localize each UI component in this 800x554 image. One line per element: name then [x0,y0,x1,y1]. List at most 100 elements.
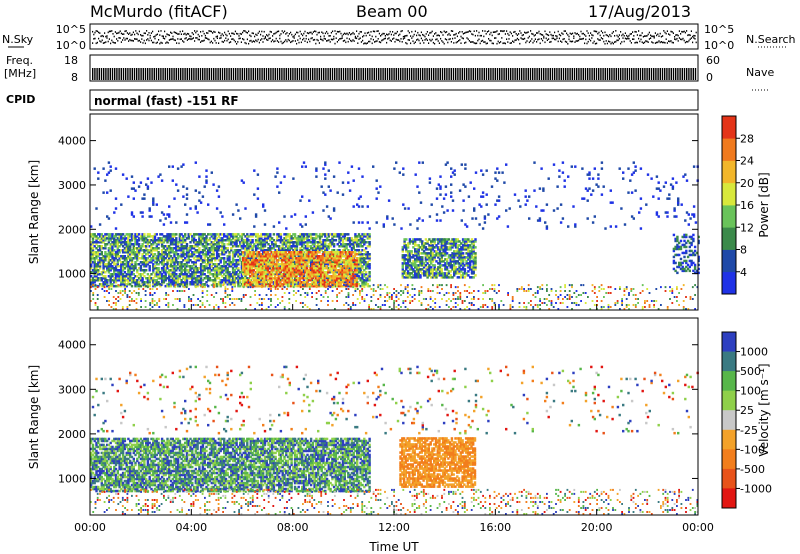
power-echo-cell [245,284,248,288]
power-echo-cell [311,253,314,256]
power-echo-cell [273,253,277,256]
power-echo-cell [171,237,174,240]
nsky-point [192,33,194,36]
power-echo-cell [235,253,238,256]
power-echo-cell [199,233,203,236]
power-echo-cell [281,279,284,282]
power-echo-cell [237,269,240,272]
power-echo-cell [146,235,150,238]
power-echo-cell [199,251,203,254]
power-echo-cell [318,284,321,288]
power-echo-cell [171,259,174,262]
power-echo-cell [283,271,286,274]
nsky-point [496,30,498,32]
power-echo-cell [293,265,296,268]
power-echo-cell [132,279,135,282]
power-echo-cell [178,265,182,268]
freq-bar [158,68,160,80]
power-echo-cell [279,281,282,284]
power-echo-cell [153,261,157,264]
nsearch-point [543,37,545,39]
power-echo-cell [90,281,93,284]
power-echo-cell [129,279,132,282]
power-echo-cell [157,237,160,240]
power-echo-cell [141,253,144,256]
power-echo-cell [141,277,144,280]
freq-bar [554,68,556,80]
power-echo-cell [169,284,173,288]
power-echo-cell [141,237,144,240]
power-echo-cell [205,277,208,280]
power-echo-cell [263,267,266,270]
power-echo-cell [277,275,280,278]
power-echo-cell [109,247,112,250]
power-echo-cell [282,277,286,280]
power-echo-cell [129,245,132,248]
power-echo-cell [113,239,116,242]
power-echo-cell [107,267,111,270]
power-echo-cell [109,263,112,266]
power-echo-cell [265,281,268,284]
nsky-point [598,31,600,34]
power-echo-cell [247,267,250,270]
power-echo-cell [311,263,314,266]
power-echo-cell [171,273,174,276]
power-echo-cell [277,263,280,266]
nsky-label: N.Sky [2,33,34,46]
power-echo-cell [98,239,102,242]
power-echo-cell [106,265,109,268]
power-echo-cell [265,251,268,254]
nsearch-point [358,38,360,40]
nsearch-point [558,37,560,40]
nsearch-point [351,40,353,43]
nsearch-point [239,37,241,40]
nsky-point [443,30,445,33]
power-echo-cell [250,269,254,272]
power-echo-cell [180,237,183,240]
power-echo-cell [272,251,275,254]
nsky-point [610,35,612,38]
nsky-point [392,31,394,33]
power-echo-cell [171,265,174,268]
power-echo-cell [354,267,357,270]
freq-bar [422,68,424,80]
power-echo-cell [244,247,247,250]
power-echo-cell [286,255,289,258]
power-echo-cell [240,263,244,266]
power-echo-cell [130,251,134,254]
power-echo-cell [366,267,369,270]
nsearch-point [128,40,130,42]
power-echo-cell [254,265,258,268]
power-echo-cell [275,281,279,284]
power-echo-cell [230,283,233,286]
power-echo-cell [363,269,366,272]
nsky-point [693,34,695,37]
power-echo-cell [155,249,158,252]
freq-bar [250,68,252,80]
power-echo-cell [143,261,146,264]
power-echo-cell [100,259,103,262]
power-echo-cell [242,265,245,268]
nsearch-point [243,38,245,41]
freq-label: Freq. [6,54,33,67]
power-echo-cell [348,239,352,242]
nsearch-point [410,42,412,45]
power-echo-cell [212,247,215,250]
power-echo-cell [205,251,208,254]
nsky-point [342,33,344,36]
power-echo-cell [352,243,355,246]
nsearch-point [130,39,132,42]
power-echo-cell [348,241,352,244]
power-echo-cell [185,269,189,272]
power-echo-cell [247,265,250,268]
freq-bar [151,68,153,80]
power-echo-cell [196,251,199,254]
power-echo-cell [198,267,201,270]
nsky-point [369,34,371,36]
nsky-point [492,31,494,33]
power-echo-cell [233,239,236,242]
power-echo-cell [308,253,311,256]
power-echo-cell [194,263,197,266]
nsearch-point [656,41,658,44]
nsearch-point [483,41,485,43]
